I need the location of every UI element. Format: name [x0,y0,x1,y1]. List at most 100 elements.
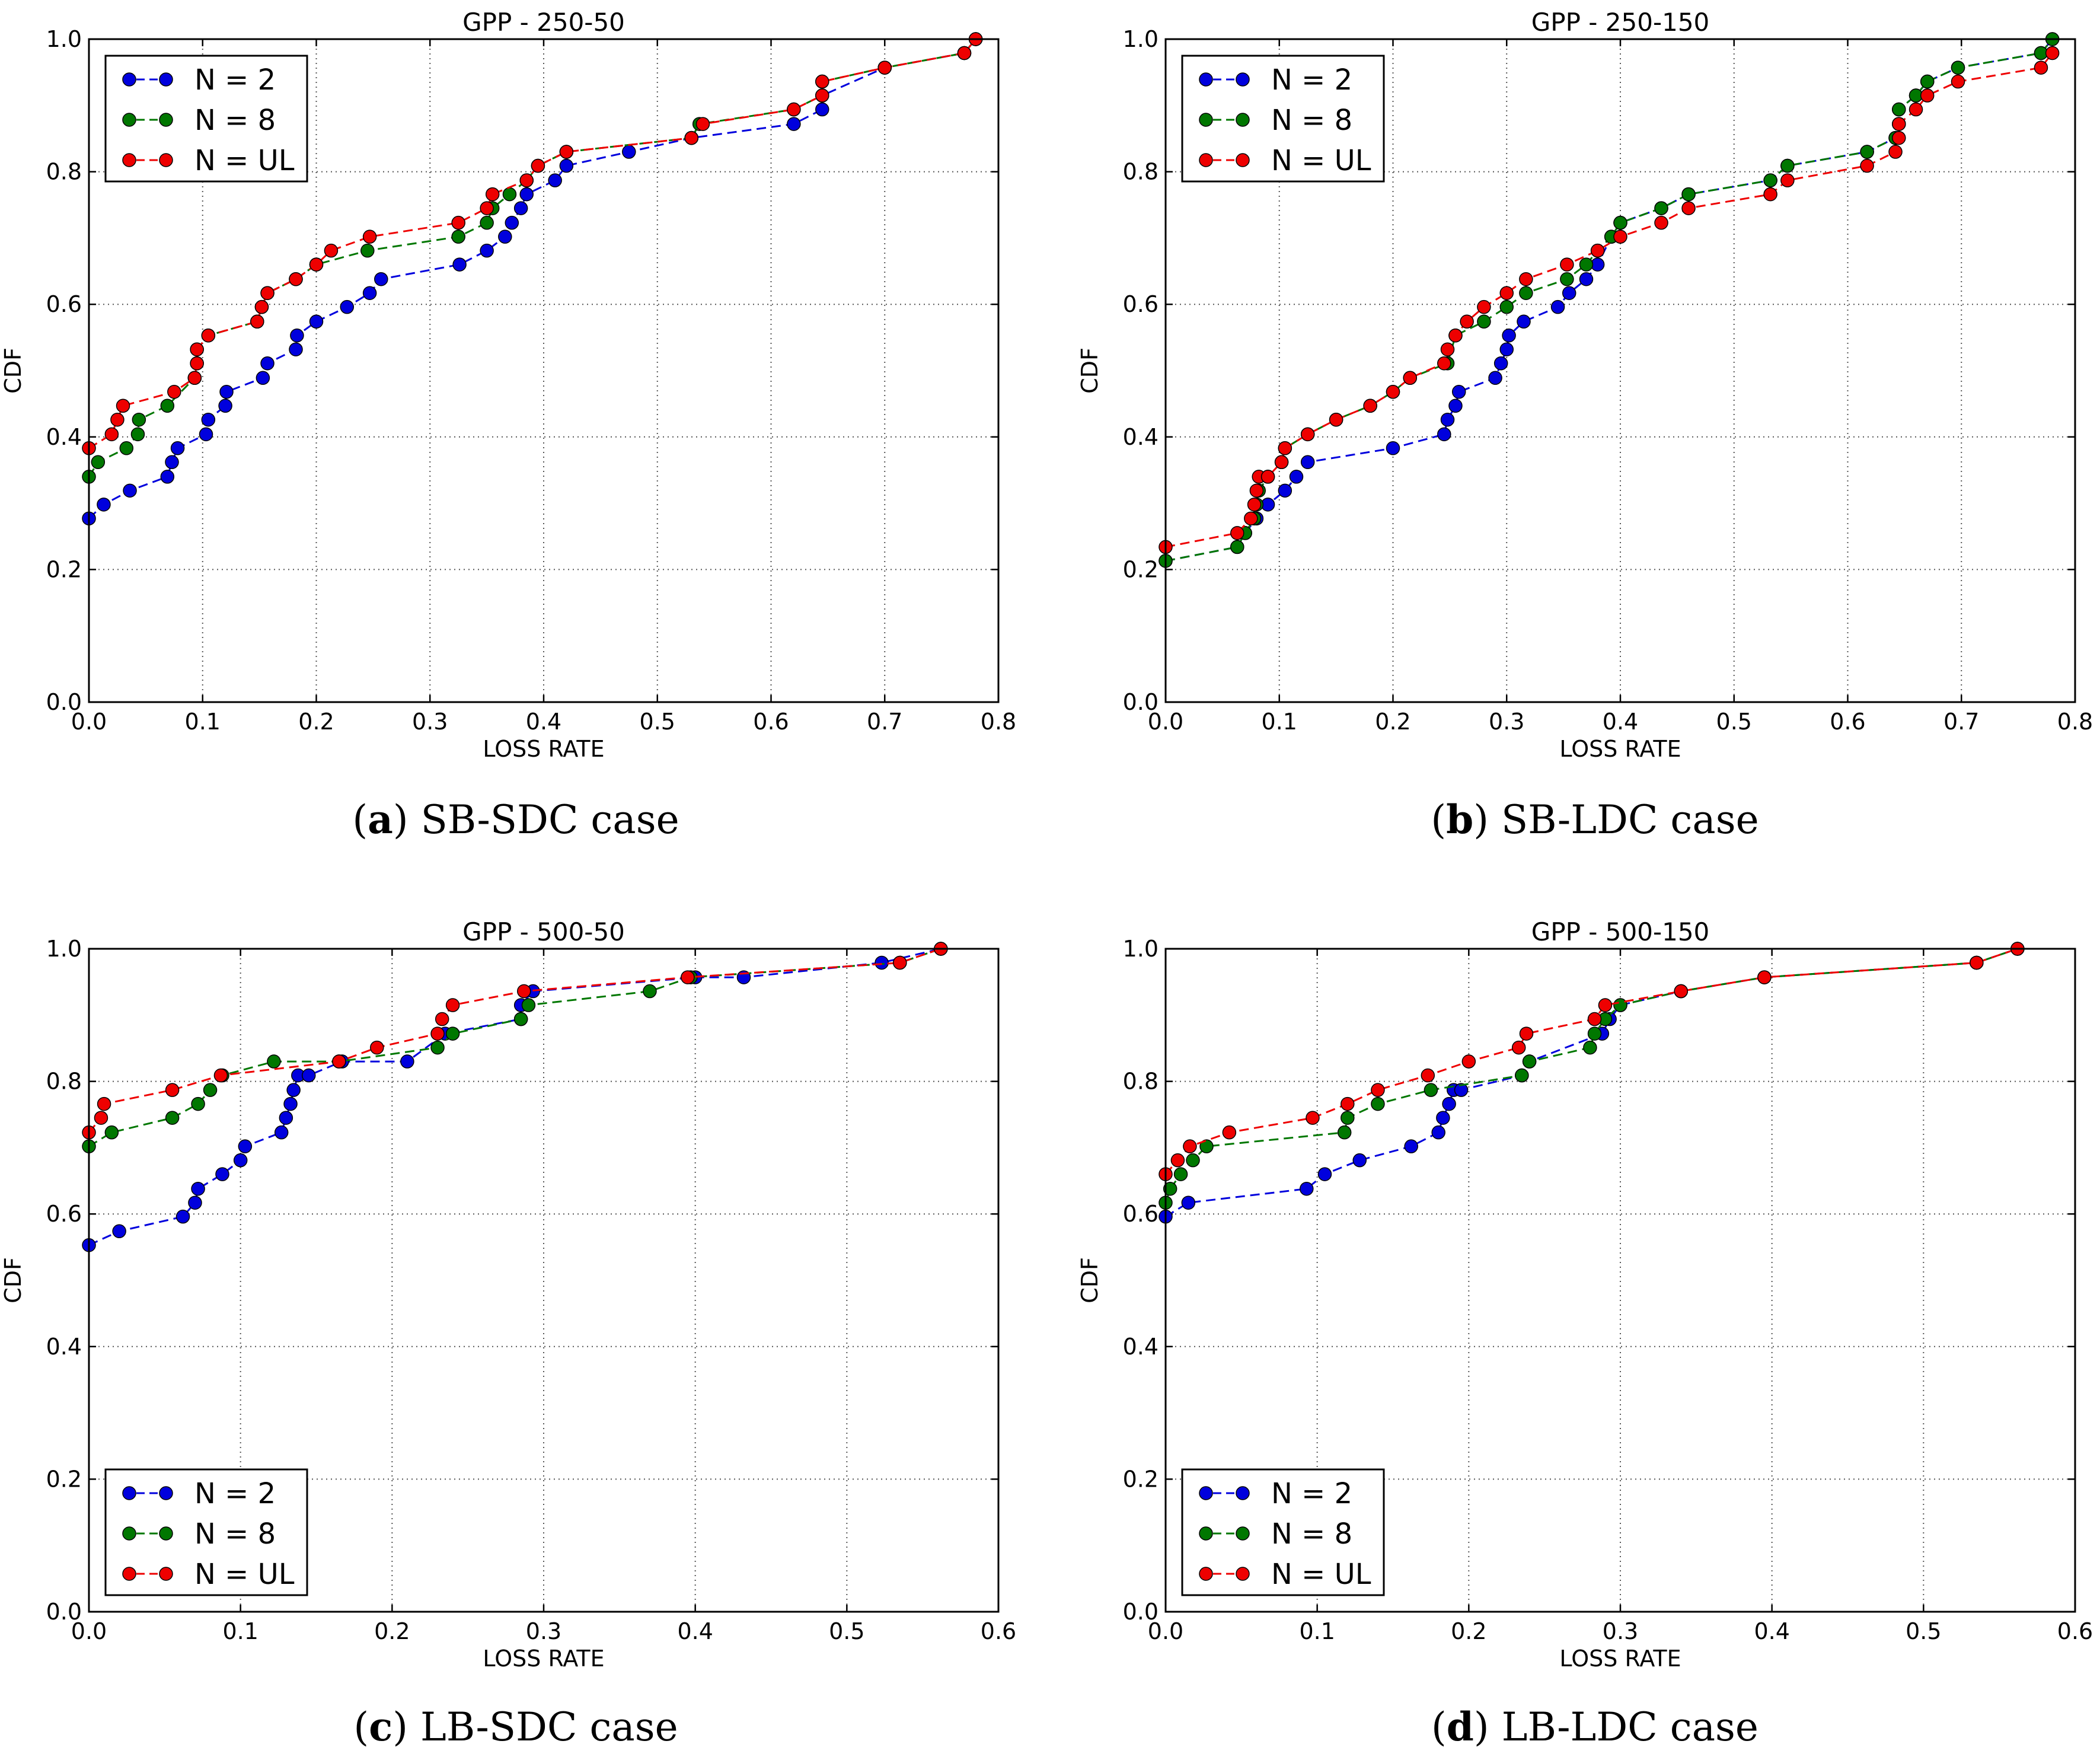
data-point [201,412,216,427]
data-point [1780,173,1795,187]
data-point [123,483,137,498]
data-point [1404,1139,1418,1153]
data-point [513,201,528,215]
y-tick-label: 0.6 [1123,291,1158,317]
legend-marker [1199,113,1213,127]
legend-marker [122,1526,136,1541]
x-tick-label: 0.6 [753,709,789,735]
plot-frame [88,948,1000,1613]
data-point [1951,74,1965,89]
x-axis-label: LOSS RATE [1559,1646,1681,1672]
x-tick-label: 0.0 [1148,1618,1183,1644]
legend-label: N = 2 [194,63,276,97]
data-point [517,984,531,999]
plot-frame [1164,38,2076,703]
data-point [1244,511,1258,526]
data-point [1493,356,1508,371]
data-point [480,243,494,258]
data-point [815,102,829,117]
data-point [219,385,234,399]
y-tick-label: 0.2 [46,1466,82,1492]
data-point [1437,427,1451,442]
data-point [815,74,829,89]
legend-marker [1236,1526,1250,1541]
data-point [1763,173,1777,187]
data-point [1278,441,1292,455]
data-point [1386,385,1400,399]
data-point [374,272,388,286]
data-point [559,158,574,173]
data-point [104,1125,119,1140]
data-point [877,60,892,75]
legend-entry: N = 8 [1199,1517,1352,1551]
data-point [1590,243,1605,258]
data-point [1337,1125,1352,1140]
legend-entry: N = UL [122,144,295,177]
data-point [1488,371,1502,385]
data-point [1437,356,1451,371]
caption-letter: a [368,796,393,843]
data-point [213,1068,228,1083]
data-point [332,1054,346,1069]
legend-marker [159,72,173,87]
data-point [1654,215,1668,230]
data-point [360,243,375,258]
data-point [112,1224,126,1239]
data-point [1448,328,1463,343]
legend-marker [159,1526,173,1541]
x-tick-label: 0.8 [981,709,1016,735]
legend-label: N = UL [1271,1558,1371,1591]
data-point [451,229,465,244]
x-tick-label: 0.6 [2057,1618,2093,1644]
data-point [286,1083,301,1097]
panel-caption: (b) SB-LDC case [1431,796,1758,843]
data-point [1341,1111,1355,1125]
data-point [191,1181,205,1196]
legend-entry: N = 2 [1199,1477,1352,1510]
plot-frame [1164,948,2076,1613]
data-point [1892,102,1906,117]
data-point [1560,272,1574,286]
data-point [480,215,494,230]
y-tick-label: 0.0 [46,1599,82,1625]
x-tick-label: 0.5 [640,709,675,735]
legend-marker [1236,1486,1250,1500]
legend-marker [1236,113,1250,127]
data-point [1341,1096,1355,1111]
data-point [1654,201,1668,215]
data-point [513,1012,528,1026]
data-point [91,455,106,470]
chart-title: GPP - 500-50 [462,917,625,946]
data-point [1763,187,1777,202]
y-tick-label: 0.6 [46,291,82,317]
legend-marker [159,113,173,127]
data-point [548,173,562,187]
data-point [201,328,216,343]
data-point [256,371,270,385]
data-point [290,328,304,343]
data-point [274,1125,289,1140]
legend-marker [1199,153,1213,167]
data-point [1674,984,1689,999]
data-point [1186,1153,1200,1168]
x-tick-label: 0.8 [2057,709,2093,735]
caption-open: ( [352,797,368,843]
panel-caption: (c) LB-SDC case [353,1704,678,1750]
y-tick-label: 1.0 [46,26,82,52]
data-point [1560,257,1574,272]
y-tick-label: 0.8 [46,1069,82,1095]
data-point [362,229,377,244]
x-tick-label: 0.7 [1943,709,1979,735]
legend-marker [122,1567,136,1581]
data-point [1363,398,1377,413]
data-point [643,984,657,999]
data-point [279,1111,293,1125]
data-point [1908,102,1923,117]
legend-marker [122,72,136,87]
data-point [1436,1111,1450,1125]
data-point [451,215,465,230]
data-point [1511,1040,1526,1055]
data-point [119,441,134,455]
caption-text: LB-SDC case [408,1704,678,1750]
caption-close: ) [1474,1704,1489,1750]
